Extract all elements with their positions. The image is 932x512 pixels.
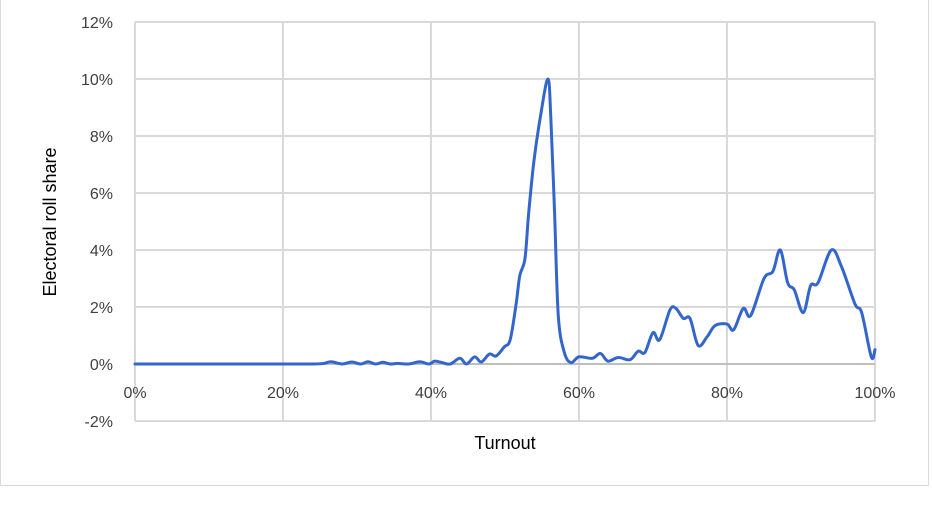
x-tick-label: 40% [415,385,447,402]
y-tick-label: 10% [81,72,113,89]
x-tick-label: 80% [711,385,743,402]
x-tick-label: 0% [123,385,146,402]
x-tick-label: 100% [855,385,896,402]
chart-frame [0,0,929,486]
y-tick-label: 6% [90,186,113,203]
y-tick-label: 2% [90,300,113,317]
y-tick-label: 12% [81,15,113,32]
x-tick-label: 20% [267,385,299,402]
y-tick-label: -2% [85,414,113,431]
series-line [133,77,877,366]
y-tick-label: 8% [90,129,113,146]
y-tick-label: 0% [90,357,113,374]
x-axis-title: Turnout [474,433,535,453]
x-tick-label: 60% [563,385,595,402]
y-axis-title: Electoral roll share [40,147,60,296]
y-tick-label: 4% [90,243,113,260]
